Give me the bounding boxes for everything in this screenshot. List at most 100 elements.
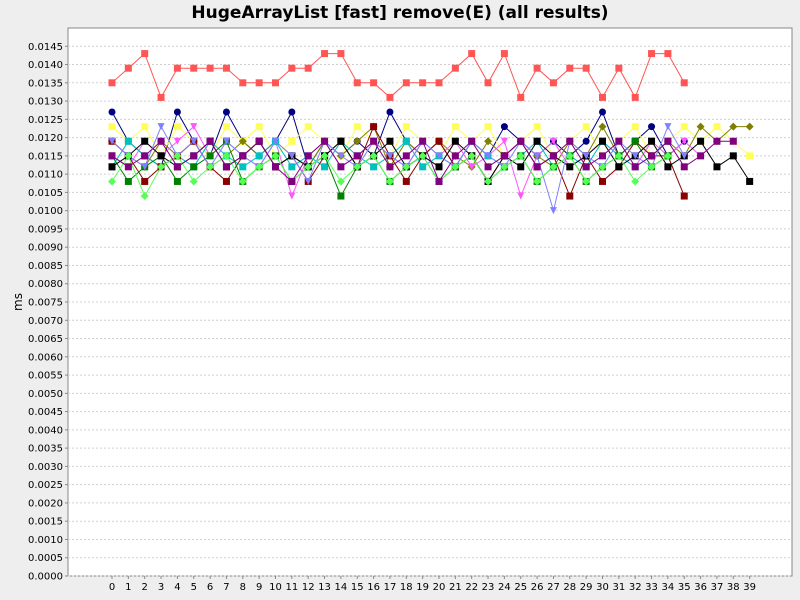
data-point <box>288 108 296 116</box>
data-point <box>337 50 345 58</box>
data-point <box>631 152 639 160</box>
x-tick-label: 14 <box>335 582 348 593</box>
data-point <box>189 177 198 186</box>
y-tick-label: 0.0045 <box>28 407 63 418</box>
data-point <box>648 123 656 131</box>
data-point <box>419 163 427 171</box>
x-tick-label: 1 <box>125 582 131 593</box>
data-point <box>222 163 230 171</box>
data-point <box>222 123 230 131</box>
series-run-12 <box>108 137 737 185</box>
data-point <box>206 137 214 145</box>
data-point <box>468 137 476 145</box>
data-point <box>517 137 525 145</box>
x-tick-label: 35 <box>678 582 691 593</box>
data-point <box>190 123 198 131</box>
y-tick-label: 0.0000 <box>28 572 63 583</box>
y-tick-label: 0.0110 <box>28 170 63 181</box>
data-point <box>288 192 296 200</box>
y-tick-label: 0.0080 <box>28 279 63 290</box>
data-point <box>304 152 312 160</box>
data-point <box>206 162 215 171</box>
data-point <box>141 50 149 58</box>
data-point <box>157 152 165 160</box>
data-point <box>239 79 247 87</box>
y-tick-label: 0.0100 <box>28 206 63 217</box>
y-tick-label: 0.0140 <box>28 60 63 71</box>
y-tick-label: 0.0115 <box>28 151 63 162</box>
data-point <box>746 177 754 185</box>
data-point <box>599 93 606 101</box>
data-point <box>582 177 591 186</box>
data-point <box>582 123 590 131</box>
data-point <box>533 177 542 186</box>
data-point <box>680 152 688 160</box>
data-point <box>124 137 132 145</box>
data-point <box>533 64 541 72</box>
data-point <box>320 151 329 160</box>
data-point <box>337 152 345 160</box>
y-tick-label: 0.0125 <box>28 115 63 126</box>
data-point <box>337 137 345 145</box>
data-point <box>239 152 247 160</box>
data-point <box>516 151 525 160</box>
data-point <box>255 137 263 145</box>
y-tick-label: 0.0060 <box>28 352 63 363</box>
data-point <box>746 152 754 160</box>
data-point <box>729 122 738 131</box>
data-point <box>435 137 443 145</box>
data-point <box>386 152 394 160</box>
data-point <box>566 64 574 72</box>
data-point <box>549 152 557 160</box>
data-point <box>631 123 639 131</box>
data-point <box>173 108 181 116</box>
data-point <box>173 151 182 160</box>
y-tick-label: 0.0145 <box>28 42 63 53</box>
data-point <box>288 163 296 171</box>
data-point <box>304 177 312 185</box>
data-point <box>713 163 721 171</box>
y-tick-label: 0.0020 <box>28 498 63 509</box>
x-tick-label: 27 <box>547 582 560 593</box>
x-tick-label: 29 <box>580 582 593 593</box>
y-tick-label: 0.0105 <box>28 188 63 199</box>
data-point <box>484 152 492 160</box>
data-point <box>680 79 688 87</box>
data-point <box>222 137 230 145</box>
data-point <box>140 192 149 201</box>
data-point <box>549 79 557 87</box>
y-tick-label: 0.0035 <box>28 444 63 455</box>
data-point <box>108 177 116 186</box>
data-point <box>272 137 279 145</box>
data-point <box>582 163 590 171</box>
data-point <box>533 152 541 160</box>
x-tick-label: 5 <box>191 582 197 593</box>
data-point <box>549 162 558 171</box>
data-point <box>500 50 508 58</box>
data-point <box>517 93 525 101</box>
y-tick-label: 0.0135 <box>28 78 63 89</box>
data-point <box>108 163 116 171</box>
data-point <box>288 137 296 145</box>
data-point <box>157 123 165 131</box>
x-tick-label: 37 <box>711 582 724 593</box>
data-point <box>615 163 623 171</box>
data-point <box>664 163 672 171</box>
data-point <box>157 162 166 171</box>
data-point <box>173 177 181 185</box>
data-point <box>190 137 198 145</box>
data-point <box>402 79 410 87</box>
data-point <box>370 137 378 145</box>
data-point <box>173 137 181 145</box>
data-point <box>713 123 721 131</box>
data-point <box>599 152 606 160</box>
data-point <box>124 151 133 160</box>
data-point <box>631 163 639 171</box>
x-tick-label: 39 <box>743 582 756 593</box>
data-point <box>680 163 688 171</box>
data-point <box>321 163 329 171</box>
data-point <box>108 152 116 160</box>
data-point <box>255 79 263 87</box>
data-point <box>141 123 149 131</box>
